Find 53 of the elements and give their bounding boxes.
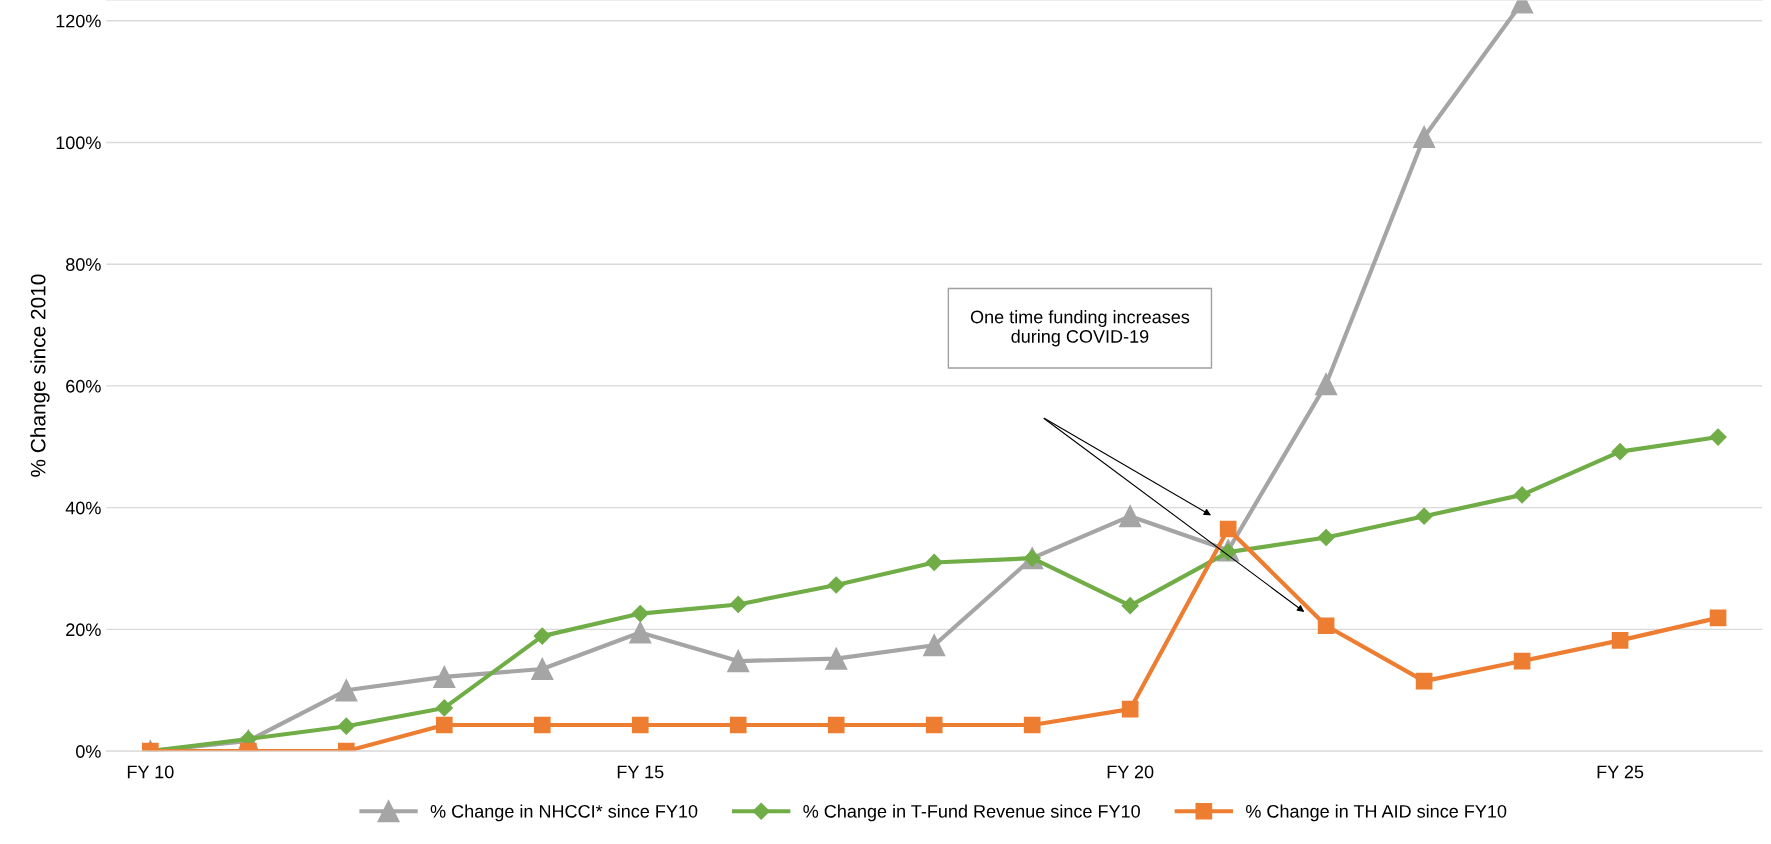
annotation: One time funding increases during COVID-19 <box>970 310 1190 347</box>
x-tick-label: FY 10 <box>127 765 174 779</box>
y-tick-label: 80% <box>66 258 101 271</box>
point <box>923 634 946 657</box>
point <box>925 716 943 734</box>
point <box>827 716 845 734</box>
point <box>925 553 943 572</box>
point <box>533 627 551 645</box>
point <box>727 649 750 673</box>
point <box>629 621 652 644</box>
point <box>631 605 649 623</box>
point <box>1023 716 1041 734</box>
x-tick-label: FY 25 <box>1597 765 1644 779</box>
point <box>1219 520 1237 538</box>
point <box>1611 443 1629 461</box>
point <box>825 647 848 670</box>
point <box>435 699 453 717</box>
point <box>1513 652 1531 670</box>
point <box>1121 700 1139 718</box>
point <box>1315 372 1338 396</box>
point <box>729 716 747 734</box>
y-tick-label: 20% <box>66 623 101 637</box>
point <box>337 717 355 735</box>
point <box>1412 125 1436 149</box>
y-tick-label: 40% <box>65 501 101 515</box>
point <box>1121 597 1139 615</box>
point <box>1611 632 1629 649</box>
point <box>1317 617 1335 635</box>
point <box>1415 672 1433 690</box>
y-tick-label: 60% <box>66 379 101 393</box>
point <box>1709 609 1727 627</box>
point <box>435 716 453 734</box>
legend-label: % Change in NHCCI* since FY10 <box>430 804 698 822</box>
x-tick-label: FY 20 <box>1107 765 1154 779</box>
legend-label: % Change in TH AID since FY10 <box>1245 804 1507 822</box>
point <box>533 716 551 734</box>
y-tick-label: 120% <box>56 14 101 28</box>
y-tick-label: 100% <box>56 136 101 150</box>
point <box>1709 428 1727 446</box>
point <box>433 665 456 689</box>
y-axis-title: % Change since 2010 <box>30 274 50 477</box>
point <box>1119 505 1142 528</box>
point <box>335 679 358 702</box>
point <box>1513 486 1531 504</box>
point <box>1317 528 1335 547</box>
point <box>827 576 845 594</box>
point <box>1415 507 1433 525</box>
y-tick-label: 0% <box>76 745 101 758</box>
point <box>729 595 747 614</box>
x-tick-label: FY 15 <box>617 765 664 779</box>
point <box>531 657 554 681</box>
legend-label: % Change in T-Fund Revenue since FY10 <box>803 804 1140 822</box>
point <box>631 716 649 734</box>
